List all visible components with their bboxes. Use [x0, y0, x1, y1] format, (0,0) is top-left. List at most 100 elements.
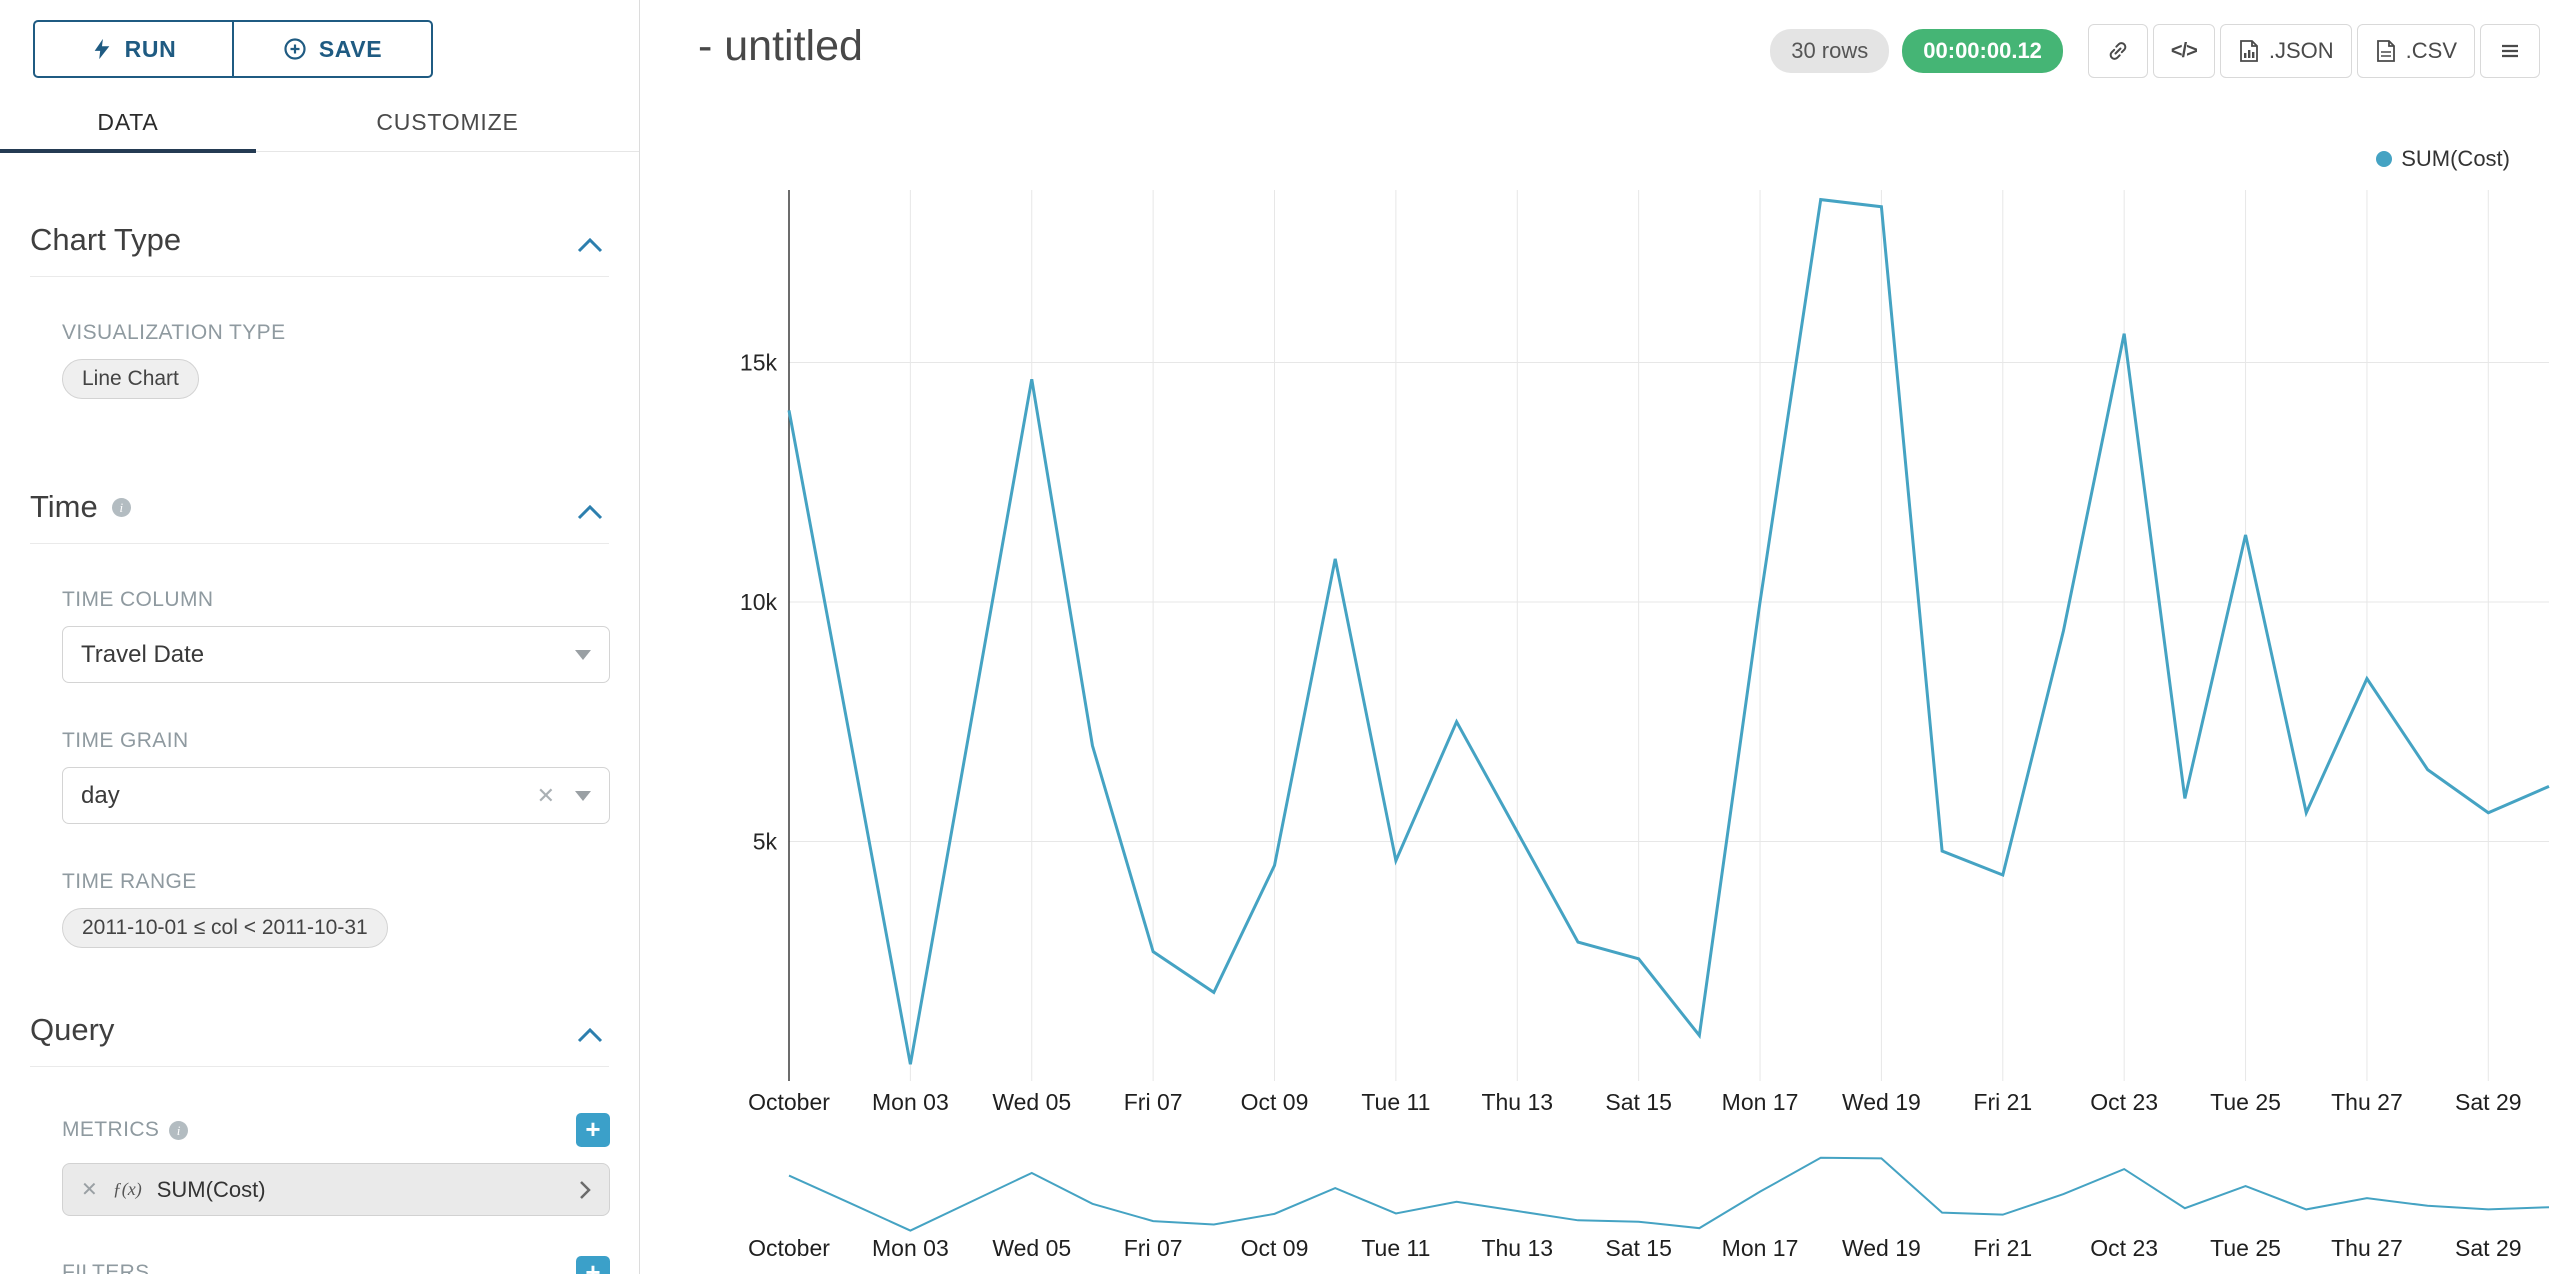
- export-csv-button[interactable]: .CSV: [2356, 24, 2475, 78]
- save-button-label: SAVE: [318, 35, 383, 62]
- page-title: - untitled: [698, 22, 863, 70]
- legend-dot: [2376, 151, 2393, 167]
- section-time: Time i: [30, 399, 609, 544]
- menu-icon: [2502, 44, 2518, 58]
- metric-item[interactable]: ✕ ƒ(x) SUM(Cost): [62, 1163, 610, 1216]
- svg-text:October: October: [748, 1089, 830, 1115]
- svg-text:Mon 03: Mon 03: [872, 1089, 949, 1115]
- tab-customize[interactable]: CUSTOMIZE: [256, 94, 639, 151]
- tab-customize-label: CUSTOMIZE: [376, 109, 519, 135]
- svg-text:October: October: [748, 1235, 830, 1261]
- svg-text:Wed 05: Wed 05: [992, 1089, 1071, 1115]
- chart-area: - untitled 30 rows 00:00:00.12 </>: [641, 0, 2576, 1274]
- add-metric-button[interactable]: +: [576, 1113, 610, 1147]
- lightning-bolt-icon: [94, 38, 110, 60]
- svg-text:Tue 11: Tue 11: [1361, 1235, 1430, 1261]
- add-filter-button[interactable]: +: [576, 1256, 610, 1274]
- svg-text:Wed 19: Wed 19: [1842, 1089, 1921, 1115]
- query-timer-badge: 00:00:00.12: [1902, 29, 2063, 73]
- time-heading: Time i: [30, 489, 131, 525]
- link-icon: [2109, 42, 2127, 60]
- info-icon: i: [111, 497, 131, 517]
- json-file-icon: [2239, 40, 2258, 62]
- export-json-label: .JSON: [2268, 38, 2334, 63]
- chevron-down-icon: [575, 790, 591, 801]
- filters-row: FILTERS +: [62, 1256, 610, 1274]
- svg-text:Tue 25: Tue 25: [2210, 1089, 2281, 1115]
- share-link-button[interactable]: [2087, 24, 2148, 78]
- main-line-chart: 5k 10k 15k October Mon 03 Wed 05 Fri 07 Oct 09 T…: [740, 190, 2550, 1115]
- svg-text:Fri 07: Fri 07: [1124, 1235, 1183, 1261]
- svg-text:Fri 21: Fri 21: [1973, 1235, 2032, 1261]
- svg-text:5k: 5k: [753, 828, 778, 854]
- svg-text:Sat 15: Sat 15: [1605, 1235, 1672, 1261]
- info-icon: i: [169, 1120, 189, 1140]
- time-grain-label: TIME GRAIN: [62, 729, 189, 752]
- export-json-button[interactable]: .JSON: [2219, 24, 2352, 78]
- embed-code-button[interactable]: </>: [2152, 24, 2215, 78]
- svg-text:Wed 05: Wed 05: [992, 1235, 1071, 1261]
- plus-circle-icon: [284, 38, 306, 60]
- svg-text:Fri 07: Fri 07: [1124, 1089, 1183, 1115]
- svg-text:Oct 23: Oct 23: [2090, 1235, 2158, 1261]
- query-heading: Query: [30, 1012, 115, 1047]
- viz-type-value[interactable]: Line Chart: [62, 359, 199, 399]
- run-button[interactable]: RUN: [35, 22, 234, 76]
- legend-label: SUM(Cost): [2401, 146, 2510, 171]
- time-column-label: TIME COLUMN: [62, 588, 214, 611]
- context-line-chart[interactable]: October Mon 03 Wed 05 Fri 07 Oct 09 Tue 11 Thu…: [641, 1140, 2576, 1274]
- time-grain-value: day: [81, 781, 120, 809]
- run-save-button-group: RUN SAVE: [33, 20, 433, 78]
- viz-type-label: VISUALIZATION TYPE: [62, 321, 286, 344]
- viz-type-value-label: Line Chart: [82, 367, 179, 390]
- svg-text:Mon 17: Mon 17: [1722, 1089, 1799, 1115]
- code-icon: </>: [2170, 39, 2198, 62]
- svg-text:Wed 19: Wed 19: [1842, 1235, 1921, 1261]
- export-csv-label: .CSV: [2405, 38, 2457, 63]
- run-button-label: RUN: [124, 35, 177, 62]
- chart-menu-button[interactable]: [2480, 24, 2540, 78]
- save-button[interactable]: SAVE: [234, 22, 431, 76]
- svg-text:Sat 29: Sat 29: [2455, 1235, 2522, 1261]
- section-chart-type: Chart Type: [30, 152, 609, 277]
- legend-item[interactable]: SUM(Cost): [2376, 146, 2510, 172]
- chevron-up-icon[interactable]: [577, 1027, 603, 1044]
- time-range-label: TIME RANGE: [62, 870, 197, 893]
- chart-type-heading: Chart Type: [30, 222, 182, 257]
- section-query: Query: [30, 948, 609, 1067]
- svg-text:Sat 15: Sat 15: [1605, 1089, 1672, 1115]
- tab-data-label: DATA: [97, 109, 159, 135]
- chevron-right-icon[interactable]: [579, 1180, 591, 1200]
- svg-text:Mon 03: Mon 03: [872, 1235, 949, 1261]
- svg-text:Fri 21: Fri 21: [1973, 1089, 2032, 1115]
- svg-text:Oct 09: Oct 09: [1241, 1089, 1309, 1115]
- filters-label: FILTERS: [62, 1261, 150, 1274]
- row-count-badge: 30 rows: [1770, 29, 1890, 73]
- svg-text:Tue 25: Tue 25: [2210, 1235, 2281, 1261]
- metrics-label: METRICS i: [62, 1118, 189, 1142]
- svg-text:Sat 29: Sat 29: [2455, 1089, 2522, 1115]
- svg-text:Thu 27: Thu 27: [2331, 1235, 2403, 1261]
- svg-text:Thu 13: Thu 13: [1481, 1089, 1553, 1115]
- svg-text:10k: 10k: [740, 589, 778, 615]
- chevron-up-icon[interactable]: [577, 504, 603, 521]
- metrics-row: METRICS i +: [62, 1113, 610, 1147]
- chart-header-controls: 30 rows 00:00:00.12 </>: [1770, 24, 2540, 78]
- svg-text:Oct 09: Oct 09: [1241, 1235, 1309, 1261]
- svg-text:15k: 15k: [740, 349, 778, 375]
- tab-data[interactable]: DATA: [0, 94, 256, 153]
- time-range-value[interactable]: 2011-10-01 ≤ col < 2011-10-31: [62, 908, 388, 948]
- svg-text:Mon 17: Mon 17: [1722, 1235, 1799, 1261]
- time-column-select[interactable]: Travel Date: [62, 626, 610, 683]
- svg-text:Oct 23: Oct 23: [2090, 1089, 2158, 1115]
- time-range-value-label: 2011-10-01 ≤ col < 2011-10-31: [82, 916, 368, 939]
- clear-icon[interactable]: ✕: [536, 782, 555, 808]
- chevron-up-icon[interactable]: [577, 237, 603, 254]
- chevron-down-icon: [575, 649, 591, 660]
- function-icon: ƒ(x): [112, 1179, 142, 1199]
- remove-metric-icon[interactable]: ✕: [81, 1179, 98, 1201]
- metric-name: SUM(Cost): [156, 1176, 266, 1202]
- explore-control-panel: RUN SAVE DATA CUSTOMIZE Chart Type VISUA…: [0, 0, 640, 1274]
- time-grain-select[interactable]: day ✕: [62, 767, 610, 824]
- export-button-group: </> .JSON .CSV: [2087, 24, 2540, 78]
